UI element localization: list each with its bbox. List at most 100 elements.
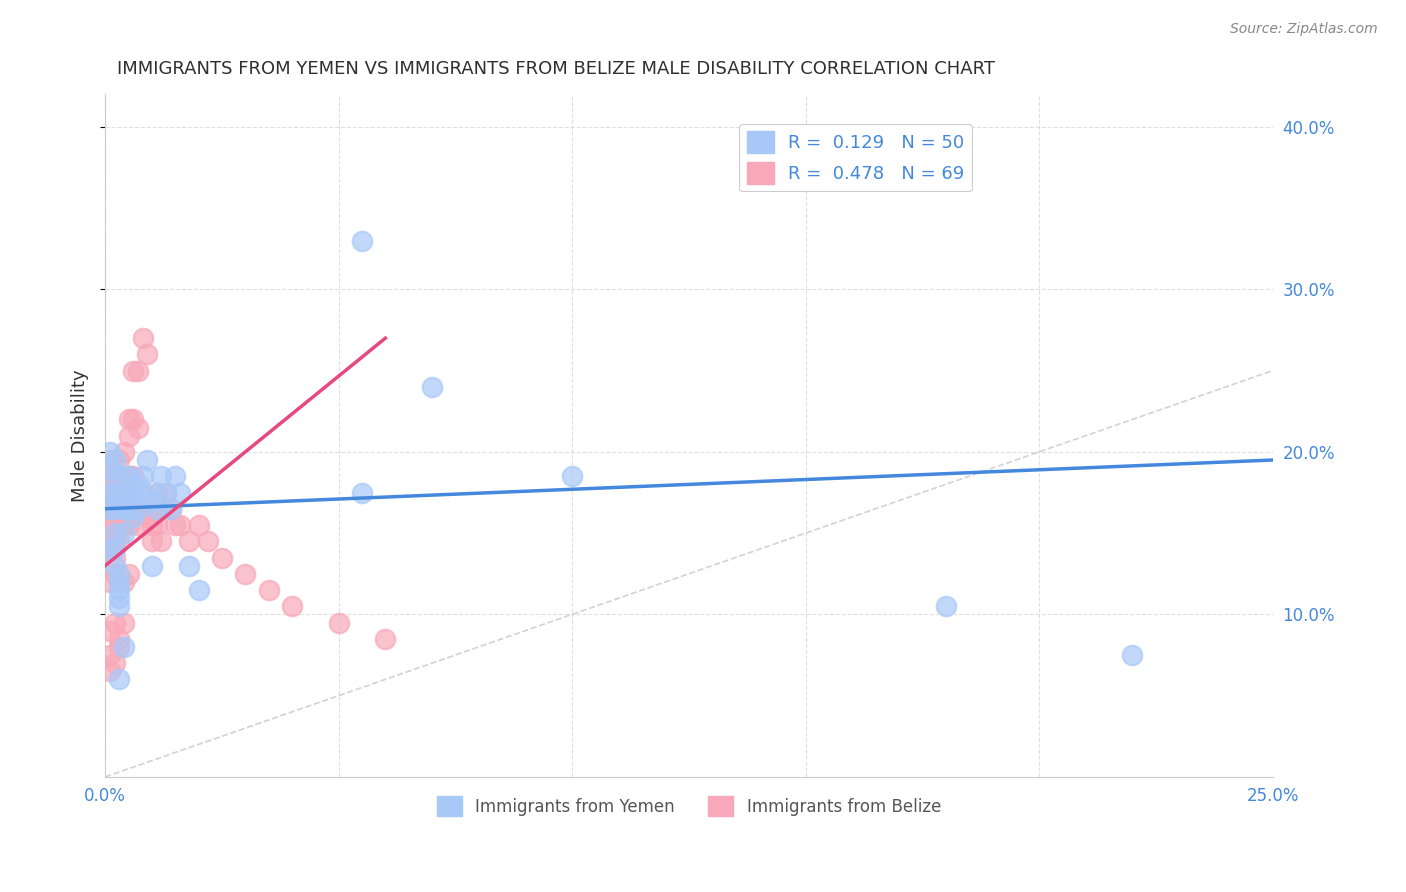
Point xyxy=(103,485,125,500)
Point xyxy=(112,501,135,516)
Point xyxy=(127,518,149,533)
Point xyxy=(103,615,125,630)
Point xyxy=(159,501,181,516)
Point xyxy=(103,542,125,557)
Point xyxy=(103,550,125,565)
Point xyxy=(108,640,131,654)
Text: Source: ZipAtlas.com: Source: ZipAtlas.com xyxy=(1230,22,1378,37)
Point xyxy=(211,550,233,565)
Point xyxy=(98,648,121,662)
Point xyxy=(117,412,139,426)
Point xyxy=(328,615,350,630)
Point xyxy=(127,501,149,516)
Point xyxy=(1121,648,1143,662)
Point xyxy=(155,485,177,500)
Point xyxy=(98,469,121,483)
Point xyxy=(150,469,173,483)
Point xyxy=(150,501,173,516)
Point xyxy=(112,574,135,589)
Point xyxy=(108,673,131,687)
Point xyxy=(131,469,153,483)
Point xyxy=(155,485,177,500)
Point xyxy=(122,509,145,524)
Point xyxy=(122,501,145,516)
Point xyxy=(108,599,131,614)
Point xyxy=(561,469,583,483)
Point xyxy=(141,534,163,549)
Point xyxy=(112,640,135,654)
Point xyxy=(108,469,131,483)
Point xyxy=(122,485,145,500)
Point xyxy=(103,526,125,541)
Point xyxy=(108,574,131,589)
Point xyxy=(281,599,304,614)
Point xyxy=(98,461,121,475)
Point xyxy=(169,485,191,500)
Point xyxy=(112,501,135,516)
Point xyxy=(131,485,153,500)
Point xyxy=(374,632,396,646)
Legend: Immigrants from Yemen, Immigrants from Belize: Immigrants from Yemen, Immigrants from B… xyxy=(430,789,948,823)
Point xyxy=(117,485,139,500)
Point xyxy=(145,518,167,533)
Point xyxy=(108,485,131,500)
Point xyxy=(350,485,373,500)
Point xyxy=(98,453,121,467)
Point xyxy=(141,558,163,573)
Point xyxy=(136,509,159,524)
Point xyxy=(112,485,135,500)
Point xyxy=(179,534,201,549)
Point xyxy=(122,469,145,483)
Point xyxy=(98,624,121,638)
Point xyxy=(136,453,159,467)
Point xyxy=(108,582,131,597)
Point xyxy=(131,331,153,345)
Point xyxy=(108,632,131,646)
Point xyxy=(187,518,209,533)
Point xyxy=(112,485,135,500)
Point xyxy=(112,469,135,483)
Point xyxy=(117,469,139,483)
Point xyxy=(179,558,201,573)
Point xyxy=(131,501,153,516)
Point xyxy=(127,420,149,434)
Point xyxy=(108,566,131,581)
Point xyxy=(98,485,121,500)
Point xyxy=(112,615,135,630)
Point xyxy=(145,485,167,500)
Point xyxy=(112,445,135,459)
Point xyxy=(103,501,125,516)
Point xyxy=(98,485,121,500)
Point xyxy=(98,542,121,557)
Point xyxy=(117,469,139,483)
Point xyxy=(98,665,121,679)
Point xyxy=(103,518,125,533)
Point xyxy=(935,599,957,614)
Point xyxy=(122,412,145,426)
Point xyxy=(165,469,187,483)
Point xyxy=(159,501,181,516)
Point xyxy=(127,477,149,491)
Point xyxy=(122,364,145,378)
Point xyxy=(233,566,256,581)
Point xyxy=(98,501,121,516)
Text: IMMIGRANTS FROM YEMEN VS IMMIGRANTS FROM BELIZE MALE DISABILITY CORRELATION CHAR: IMMIGRANTS FROM YEMEN VS IMMIGRANTS FROM… xyxy=(117,60,995,78)
Point xyxy=(103,534,125,549)
Point xyxy=(150,534,173,549)
Point xyxy=(98,518,121,533)
Point xyxy=(108,453,131,467)
Point xyxy=(197,534,219,549)
Point xyxy=(127,364,149,378)
Point xyxy=(169,518,191,533)
Point xyxy=(103,485,125,500)
Point xyxy=(98,445,121,459)
Point xyxy=(145,485,167,500)
Point xyxy=(103,656,125,670)
Point xyxy=(141,501,163,516)
Point xyxy=(103,558,125,573)
Point xyxy=(103,566,125,581)
Point xyxy=(98,542,121,557)
Point xyxy=(112,518,135,533)
Point xyxy=(117,428,139,442)
Point xyxy=(108,518,131,533)
